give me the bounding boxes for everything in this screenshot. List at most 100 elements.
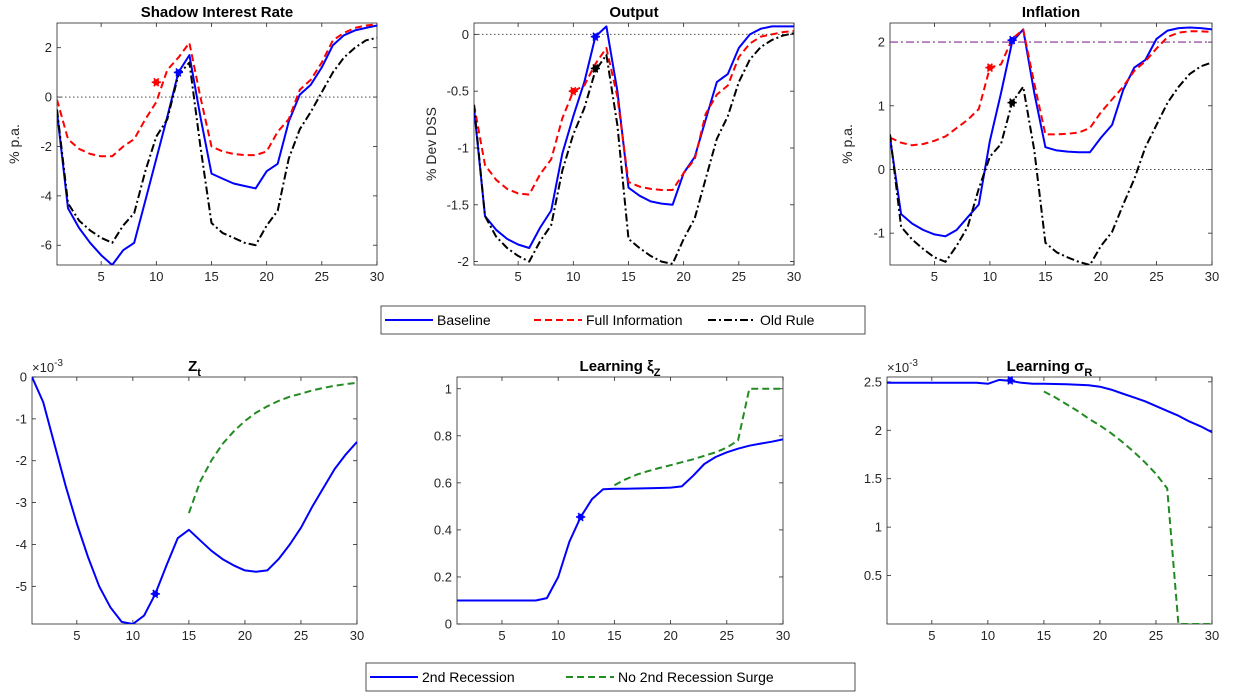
x-tick-label: 5: [73, 628, 80, 643]
x-tick-label: 25: [1149, 628, 1163, 643]
y-axis-label: % p.a.: [6, 124, 22, 164]
y-tick-label: -1: [457, 140, 469, 155]
x-tick-label: 15: [621, 269, 635, 284]
y-tick-label: 2.5: [864, 374, 882, 389]
subplot-2: 5 10 15 20 25 30 -2 -1.5 -1 -0.5 0 Output % Dev DSS: [423, 4, 801, 284]
x-tick-label: 10: [981, 628, 995, 643]
series-group: [474, 25, 794, 265]
data-marker: [1005, 376, 1015, 385]
y-tick-label: 0.2: [434, 569, 452, 584]
subplot-4: 5 10 15 20 25 30 -5 -4 -3 -2 -1 0 Zt ×10-3: [15, 358, 364, 643]
y-tick-label: -4: [40, 188, 52, 203]
series-line: [890, 26, 1212, 238]
data-marker: [151, 77, 161, 87]
x-tick-label: 20: [1093, 628, 1107, 643]
x-tick-label: 5: [931, 269, 938, 284]
series-line: [887, 378, 1212, 434]
data-marker: [568, 86, 578, 96]
y-tick-label: 0.5: [864, 568, 882, 583]
series-line: [457, 438, 783, 602]
subplot-5: 5 10 15 20 25 30 0 0.2 0.4 0.6 0.8 1 Learning ξZ: [434, 358, 790, 643]
y-tick-label: 1: [875, 520, 882, 535]
x-tick-label: 15: [182, 628, 196, 643]
x-tick-label: 10: [149, 269, 163, 284]
x-tick-label: 15: [204, 269, 218, 284]
legend-label: 2nd Recession: [422, 669, 515, 685]
y-tick-label: 2: [45, 40, 52, 55]
series-line: [32, 377, 357, 624]
y-tick-label: 0: [20, 370, 27, 385]
x-tick-label: 25: [315, 269, 329, 284]
series-line: [890, 61, 1212, 265]
x-tick-label: 25: [294, 628, 308, 643]
subplot-3: 5 10 15 20 25 30 -1 0 1 2 Inflation % p.a.: [839, 4, 1219, 284]
x-tick-label: 10: [551, 628, 565, 643]
y-tick-label: 0: [878, 162, 885, 177]
data-marker: [576, 512, 586, 522]
series-group: [887, 378, 1212, 624]
y-tick-label: 0: [445, 617, 452, 632]
legend-label: No 2nd Recession Surge: [618, 669, 774, 685]
y-axis-label: % p.a.: [839, 124, 855, 164]
data-marker: [1007, 98, 1017, 107]
series-line: [474, 30, 794, 196]
x-tick-label: 10: [566, 269, 580, 284]
legend-1: Baseline Full Information Old Rule: [380, 305, 866, 335]
y-tick-label: -2: [15, 453, 27, 468]
plot-area: [473, 22, 795, 266]
data-marker: [150, 589, 160, 599]
x-tick-label: 15: [1038, 269, 1052, 284]
x-tick-label: 30: [370, 269, 384, 284]
y-tick-label: 1.5: [864, 471, 882, 486]
data-marker: [590, 64, 600, 73]
series-group: [457, 387, 783, 602]
y-tick-label: 2: [875, 423, 882, 438]
x-tick-label: 5: [498, 628, 505, 643]
x-tick-label: 30: [1205, 628, 1219, 643]
y-tick-label: 0.6: [434, 475, 452, 490]
x-tick-label: 20: [663, 628, 677, 643]
y-tick-label: 2: [878, 35, 885, 50]
x-tick-label: 5: [928, 628, 935, 643]
subplot-6: 5 10 15 20 25 30 0.5 1 1.5 2 2.5 Learning σR ×10-3: [864, 358, 1219, 643]
series-group: [890, 26, 1212, 265]
series-group: [57, 23, 377, 265]
x-tick-label: 25: [732, 269, 746, 284]
axis-exponent: ×10-3: [32, 358, 63, 375]
y-tick-label: -2: [457, 254, 469, 269]
x-tick-label: 20: [676, 269, 690, 284]
series-group: [32, 377, 357, 624]
x-tick-label: 30: [776, 628, 790, 643]
data-marker: [590, 32, 600, 42]
series-line: [474, 32, 794, 265]
y-tick-label: 1: [878, 98, 885, 113]
chart-title: Learning ξZ: [580, 358, 661, 379]
series-line: [890, 28, 1212, 147]
x-tick-label: 10: [126, 628, 140, 643]
series-line: [187, 381, 357, 514]
plot-area: [31, 376, 358, 625]
y-tick-label: -4: [15, 537, 27, 552]
axis-exponent: ×10-3: [887, 358, 918, 375]
y-tick-label: 0.8: [434, 428, 452, 443]
x-tick-label: 5: [98, 269, 105, 284]
plot-area: [889, 22, 1213, 266]
series-line: [57, 24, 377, 265]
series-line: [474, 25, 794, 249]
x-tick-label: 5: [515, 269, 522, 284]
x-tick-label: 30: [350, 628, 364, 643]
x-tick-label: 10: [983, 269, 997, 284]
legend-box: [380, 305, 866, 335]
x-tick-label: 15: [1037, 628, 1051, 643]
legend-label: Old Rule: [760, 312, 815, 328]
x-tick-label: 30: [787, 269, 801, 284]
y-tick-label: -3: [15, 495, 27, 510]
chart-title: Inflation: [1022, 4, 1080, 21]
chart-title: Output: [609, 4, 658, 21]
legend-label: Full Information: [586, 312, 682, 328]
x-tick-label: 20: [238, 628, 252, 643]
y-tick-label: 0: [45, 90, 52, 105]
subplot-1: 5 10 15 20 25 30 -6 -4 -2 0 2 Shadow Interest Rate%…: [6, 4, 384, 284]
legend-label: Baseline: [437, 312, 491, 328]
